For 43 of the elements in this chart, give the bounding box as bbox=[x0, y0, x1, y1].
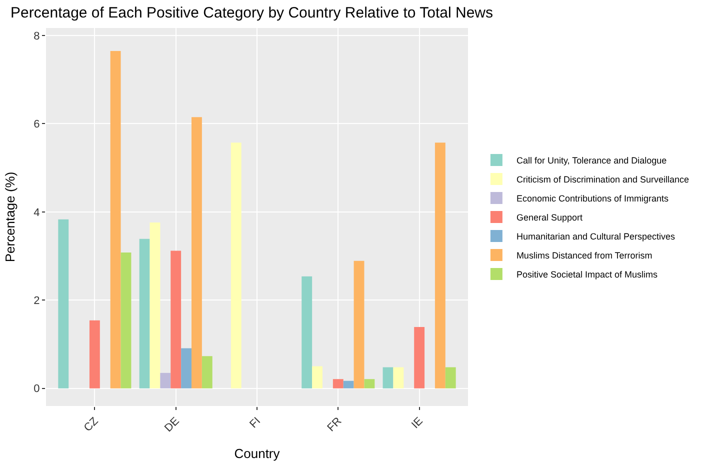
bar bbox=[120, 252, 132, 388]
legend-label: Positive Societal Impact of Muslims bbox=[516, 270, 658, 280]
y-axis-title: Percentage (%) bbox=[2, 172, 18, 262]
bar bbox=[202, 356, 212, 388]
x-tick-label: FR bbox=[325, 415, 344, 434]
bar bbox=[170, 250, 182, 388]
legend-label: Call for Unity, Tolerance and Dialogue bbox=[516, 156, 667, 166]
x-tick-label: FI bbox=[248, 415, 264, 431]
bar bbox=[445, 367, 456, 388]
legend-label: Humanitarian and Cultural Perspectives bbox=[516, 232, 676, 242]
legend-label: General Support bbox=[516, 212, 583, 223]
bar bbox=[364, 379, 375, 388]
bar bbox=[312, 366, 322, 388]
bar bbox=[192, 117, 202, 388]
bar bbox=[343, 380, 354, 388]
bar bbox=[393, 367, 404, 388]
bar bbox=[302, 276, 312, 388]
y-tick-label: 8 bbox=[34, 30, 40, 42]
chart-title: Percentage of Each Positive Category by Country Relative to Total News bbox=[10, 4, 494, 22]
bar bbox=[332, 379, 344, 388]
legend-label: Economic Contributions of Immigrants bbox=[516, 194, 669, 204]
legend-label: Muslims Distanced from Terrorism bbox=[516, 250, 652, 261]
bar bbox=[382, 367, 394, 388]
x-axis-title: Country bbox=[234, 446, 280, 462]
x-tick-label: CZ bbox=[82, 415, 101, 434]
bar bbox=[181, 348, 192, 388]
bar bbox=[160, 372, 171, 388]
bar bbox=[230, 142, 242, 388]
bar bbox=[354, 260, 364, 388]
bar bbox=[150, 222, 160, 388]
bar bbox=[89, 320, 100, 388]
x-tick-label: DE bbox=[162, 415, 182, 435]
legend-label: Criticism of Discrimination and Surveillance bbox=[516, 174, 690, 185]
bar bbox=[414, 327, 425, 388]
y-tick-label: 0 bbox=[34, 383, 40, 396]
x-tick-label: IE bbox=[409, 415, 426, 432]
bar bbox=[110, 50, 121, 388]
bar bbox=[58, 219, 69, 388]
bar bbox=[434, 142, 446, 388]
y-tick-label: 2 bbox=[34, 294, 40, 307]
y-tick-label: 6 bbox=[34, 118, 40, 131]
bar bbox=[139, 238, 150, 388]
y-tick-label: 4 bbox=[34, 206, 40, 219]
